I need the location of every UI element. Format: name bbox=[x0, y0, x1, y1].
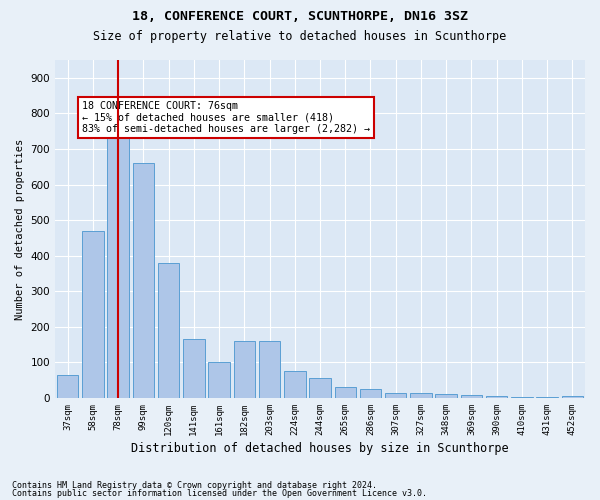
Bar bbox=[436, 394, 457, 398]
X-axis label: Distribution of detached houses by size in Scunthorpe: Distribution of detached houses by size … bbox=[131, 442, 509, 455]
Y-axis label: Number of detached properties: Number of detached properties bbox=[15, 138, 25, 320]
Text: Contains HM Land Registry data © Crown copyright and database right 2024.: Contains HM Land Registry data © Crown c… bbox=[12, 480, 377, 490]
Bar bbox=[511, 397, 533, 398]
Bar bbox=[335, 388, 356, 398]
Bar bbox=[284, 372, 305, 398]
Bar bbox=[133, 163, 154, 398]
Bar bbox=[536, 397, 558, 398]
Bar bbox=[107, 138, 129, 398]
Text: Contains public sector information licensed under the Open Government Licence v3: Contains public sector information licen… bbox=[12, 489, 427, 498]
Bar bbox=[486, 396, 508, 398]
Bar bbox=[233, 341, 255, 398]
Bar bbox=[158, 263, 179, 398]
Bar bbox=[385, 392, 406, 398]
Bar bbox=[82, 231, 104, 398]
Text: 18, CONFERENCE COURT, SCUNTHORPE, DN16 3SZ: 18, CONFERENCE COURT, SCUNTHORPE, DN16 3… bbox=[132, 10, 468, 23]
Bar bbox=[461, 395, 482, 398]
Bar bbox=[208, 362, 230, 398]
Bar bbox=[360, 389, 381, 398]
Bar bbox=[259, 341, 280, 398]
Bar bbox=[183, 339, 205, 398]
Bar bbox=[57, 375, 79, 398]
Bar bbox=[410, 394, 431, 398]
Text: 18 CONFERENCE COURT: 76sqm
← 15% of detached houses are smaller (418)
83% of sem: 18 CONFERENCE COURT: 76sqm ← 15% of deta… bbox=[82, 100, 370, 134]
Bar bbox=[562, 396, 583, 398]
Text: Size of property relative to detached houses in Scunthorpe: Size of property relative to detached ho… bbox=[94, 30, 506, 43]
Bar bbox=[309, 378, 331, 398]
